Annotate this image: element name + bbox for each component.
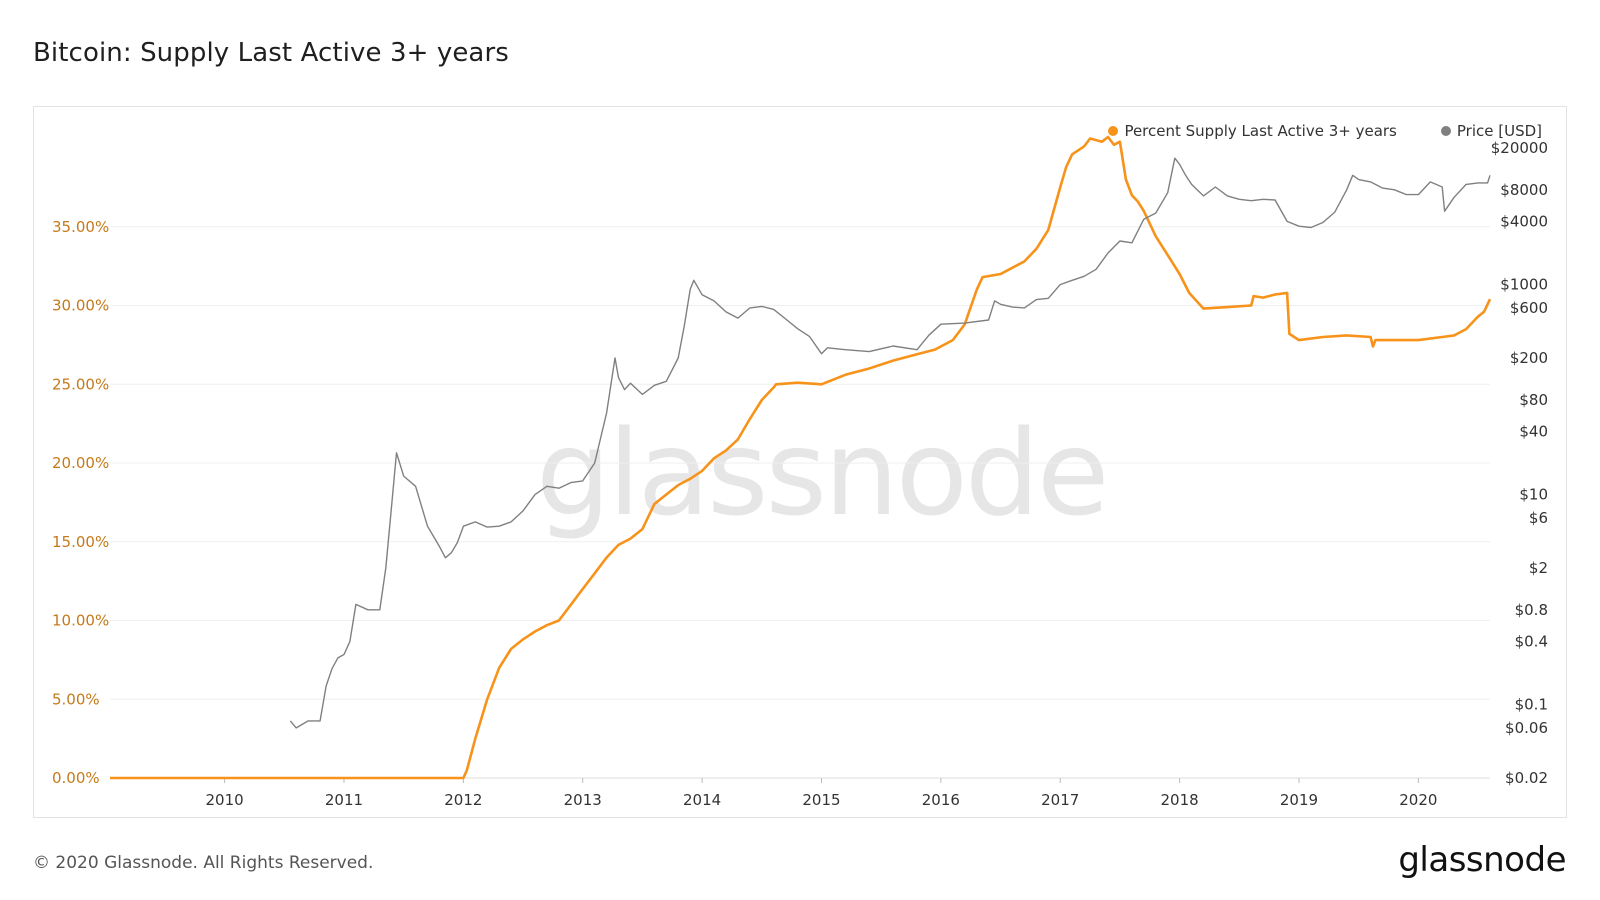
legend-dot-price <box>1440 126 1451 136</box>
left-tick-label: 0.00% <box>52 769 100 787</box>
left-tick-label: 10.00% <box>52 612 109 630</box>
left-tick-label: 20.00% <box>52 454 109 472</box>
left-tick-label: 35.00% <box>52 218 109 236</box>
right-tick-label: $4000 <box>1500 212 1548 230</box>
chart-title: Bitcoin: Supply Last Active 3+ years <box>33 38 509 68</box>
x-tick-label: 2016 <box>922 791 960 809</box>
right-tick-label: $600 <box>1510 299 1548 317</box>
grid-lines <box>110 226 1490 779</box>
x-tick-label: 2019 <box>1280 791 1318 809</box>
x-tick-label: 2012 <box>444 791 482 809</box>
x-tick-label: 2011 <box>325 791 363 809</box>
x-tick-label: 2010 <box>206 791 244 809</box>
right-tick-label: $0.4 <box>1515 632 1548 650</box>
right-tick-label: $0.02 <box>1505 769 1548 787</box>
x-tick-label: 2020 <box>1399 791 1437 809</box>
x-tick-label: 2014 <box>683 791 721 809</box>
series-layer <box>110 135 1492 780</box>
right-tick-label: $6 <box>1529 509 1548 527</box>
legend-label-price: Price [USD] <box>1456 122 1542 140</box>
series-line-supply <box>110 135 1492 780</box>
legend-label-supply: Percent Supply Last Active 3+ years <box>1124 122 1397 140</box>
right-tick-label: $80 <box>1519 391 1548 409</box>
left-tick-label: 15.00% <box>52 533 109 551</box>
left-axis: 0.00% 5.00% 10.00% 15.00% 20.00% 25.00% 30.00%… <box>52 218 109 787</box>
legend-item-price[interactable]: Price [USD] <box>1440 122 1542 140</box>
right-tick-label: $0.8 <box>1515 601 1548 619</box>
x-tick-label: 2018 <box>1161 791 1199 809</box>
right-tick-label: $8000 <box>1500 181 1548 199</box>
right-tick-label: $0.1 <box>1515 696 1548 714</box>
right-tick-label: $200 <box>1510 349 1548 367</box>
footer-logo[interactable]: glassnode <box>1398 840 1566 880</box>
legend-dot-supply <box>1108 126 1119 136</box>
x-tick-label: 2017 <box>1041 791 1079 809</box>
footer-copyright: © 2020 Glassnode. All Rights Reserved. <box>33 853 374 873</box>
right-tick-label: $2 <box>1529 559 1548 577</box>
x-axis: 2010 2011 2012 2013 2014 2015 2016 2017 2018 2019… <box>206 778 1437 809</box>
x-tick-label: 2015 <box>802 791 840 809</box>
right-tick-label: $20000 <box>1491 139 1548 157</box>
left-tick-label: 25.00% <box>52 375 109 393</box>
x-tick-label: 2013 <box>564 791 602 809</box>
right-axis: $20000 $8000 $4000 $1000 $600 $200 $80 $40 $10 $6… <box>1491 139 1548 787</box>
right-tick-label: $40 <box>1519 422 1548 440</box>
series-line-price <box>289 157 1491 729</box>
right-tick-label: $10 <box>1519 486 1548 504</box>
legend-item-supply[interactable]: Percent Supply Last Active 3+ years <box>1108 122 1397 140</box>
left-tick-label: 30.00% <box>52 297 109 315</box>
legend: Percent Supply Last Active 3+ years Pric… <box>1108 122 1542 140</box>
right-tick-label: $1000 <box>1500 276 1548 294</box>
chart-panel <box>33 106 1567 818</box>
left-tick-label: 5.00% <box>52 690 100 708</box>
right-tick-label: $0.06 <box>1505 719 1548 737</box>
